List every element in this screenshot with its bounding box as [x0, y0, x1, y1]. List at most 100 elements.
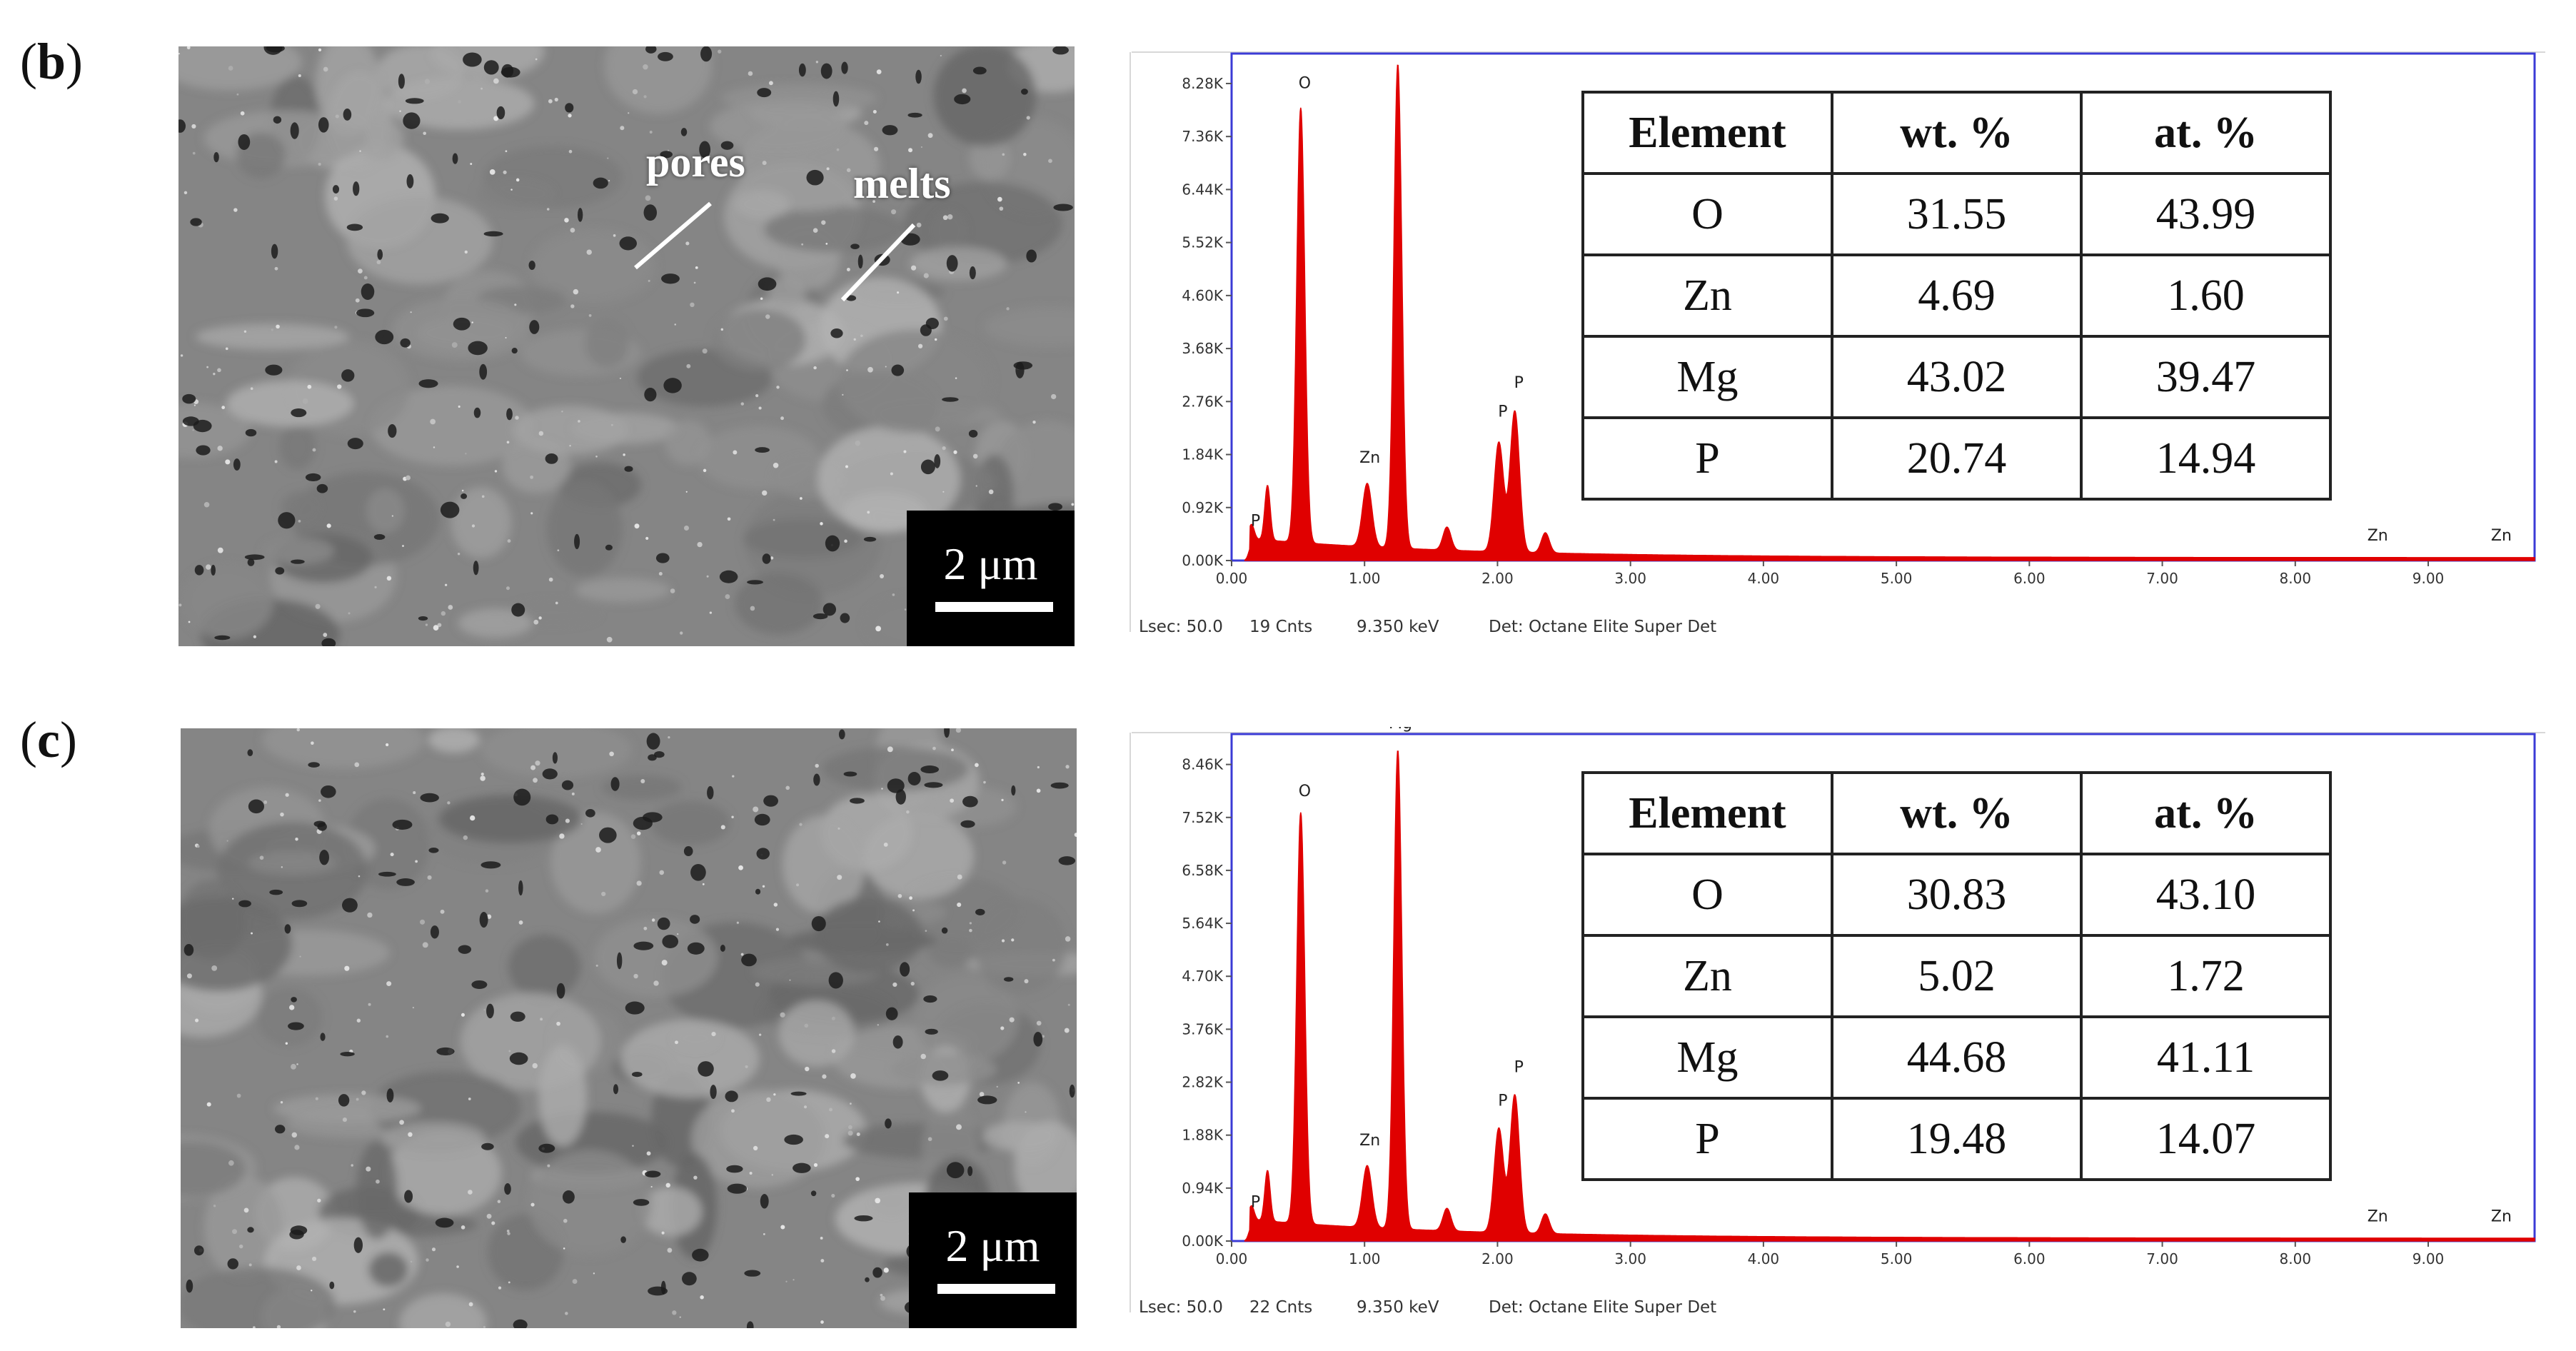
sem-particle — [780, 416, 784, 421]
sem-particle — [668, 736, 670, 739]
sem-pore — [403, 112, 421, 129]
x-tick-label: 1.00 — [1349, 570, 1381, 587]
sem-particle — [302, 398, 308, 404]
header-at: at. % — [2080, 91, 2332, 175]
peak-label: P — [1514, 374, 1524, 392]
sem-particle — [569, 445, 571, 447]
sem-particle — [374, 586, 377, 588]
sem-particle — [864, 121, 869, 126]
sem-pore — [453, 317, 471, 331]
sem-particle — [821, 220, 826, 225]
sem-particle — [483, 1325, 486, 1328]
sem-pore — [320, 1033, 326, 1041]
sem-particle — [410, 1260, 413, 1263]
scale-bar-label: 2 μm — [945, 1220, 1040, 1271]
sem-particle — [733, 450, 738, 455]
sem-pore — [832, 91, 840, 107]
sem-particle — [601, 891, 606, 897]
sem-particle — [969, 928, 972, 933]
sem-melt-blob — [368, 1252, 408, 1287]
sem-particle — [700, 1295, 704, 1300]
cell-element: Mg — [1581, 1015, 1833, 1100]
sem-pore — [431, 213, 449, 224]
sem-particle — [904, 608, 907, 611]
cell-wt: 31.55 — [1831, 172, 2083, 256]
sem-particle — [1002, 860, 1007, 865]
sem-particle — [211, 965, 218, 971]
sem-pore — [687, 942, 705, 955]
sem-particle — [422, 942, 428, 948]
sem-particle — [846, 268, 850, 271]
sem-pore — [316, 483, 328, 493]
sem-particle — [885, 943, 889, 946]
sem-melt-blob — [203, 1175, 283, 1280]
sem-pore — [744, 1270, 761, 1277]
sem-particle — [236, 93, 239, 96]
sem-particle — [497, 1200, 501, 1203]
sem-particle — [916, 222, 922, 228]
sem-particle — [680, 631, 683, 635]
sem-particle — [361, 1090, 366, 1095]
sem-particle — [430, 418, 436, 425]
table-header-row: Element wt. % at. % — [1581, 771, 2332, 855]
sem-particle — [801, 243, 804, 246]
scale-bar-label: 2 μm — [943, 538, 1038, 589]
sem-pore — [885, 1007, 898, 1020]
sem-melt-blob — [226, 380, 354, 427]
sem-particle — [887, 746, 893, 753]
melts-pointer-line — [840, 223, 916, 302]
sem-pore — [812, 613, 828, 620]
sem-pore — [461, 493, 468, 499]
sem-pore — [754, 813, 770, 826]
eds-spectrum-b: 0.00K 0.92K 1.84K 2.76K 3.68K 4.60K 5.52K 6.44K… — [1125, 46, 2552, 639]
sem-pore — [968, 429, 978, 438]
sem-particle — [588, 313, 592, 317]
sem-particle — [648, 279, 650, 282]
sem-particle — [568, 114, 572, 118]
sem-particle — [942, 446, 946, 451]
sem-particle — [564, 218, 569, 223]
sem-particle — [890, 472, 893, 476]
sem-particle — [776, 386, 780, 389]
sem-particle — [829, 1108, 832, 1112]
sem-pore — [907, 112, 922, 118]
sem-particle — [285, 1042, 288, 1045]
sem-pore — [720, 141, 734, 150]
sem-pore — [341, 369, 355, 382]
cell-at: 43.99 — [2080, 172, 2332, 256]
sem-particle — [799, 823, 803, 826]
sem-particle — [353, 1310, 356, 1313]
y-tick-label: 0.94K — [1182, 1180, 1224, 1197]
sem-particle — [738, 865, 743, 870]
header-at: at. % — [2080, 771, 2332, 855]
sem-pore — [757, 88, 772, 98]
sem-particle — [630, 834, 636, 839]
sem-particle — [433, 625, 439, 631]
sem-particle — [636, 880, 642, 886]
sem-pore — [658, 51, 673, 61]
sem-particle — [708, 155, 710, 158]
y-tick-label: 4.70K — [1182, 968, 1224, 985]
sem-particle — [677, 933, 679, 935]
sem-particle — [867, 511, 870, 514]
sem-particle — [820, 1237, 823, 1240]
sem-pore — [682, 1272, 697, 1286]
sem-particle — [228, 1160, 234, 1166]
sem-melt-blob — [178, 46, 302, 91]
sem-particle — [180, 354, 183, 357]
sem-melt-blob — [451, 487, 512, 558]
sem-pore — [452, 153, 458, 164]
sem-particle — [271, 328, 273, 331]
sem-particle — [646, 1151, 651, 1156]
sem-particle — [413, 791, 416, 795]
sem-particle — [820, 1259, 825, 1263]
sem-pore — [1015, 361, 1025, 378]
sem-pore — [386, 1088, 394, 1103]
sem-particle — [1036, 1020, 1042, 1026]
sem-particle — [645, 536, 649, 541]
sem-particle — [1026, 116, 1030, 120]
sem-pore — [624, 466, 633, 472]
sem-pore — [758, 277, 777, 291]
sem-particle — [573, 288, 579, 295]
sem-pore — [720, 945, 725, 952]
